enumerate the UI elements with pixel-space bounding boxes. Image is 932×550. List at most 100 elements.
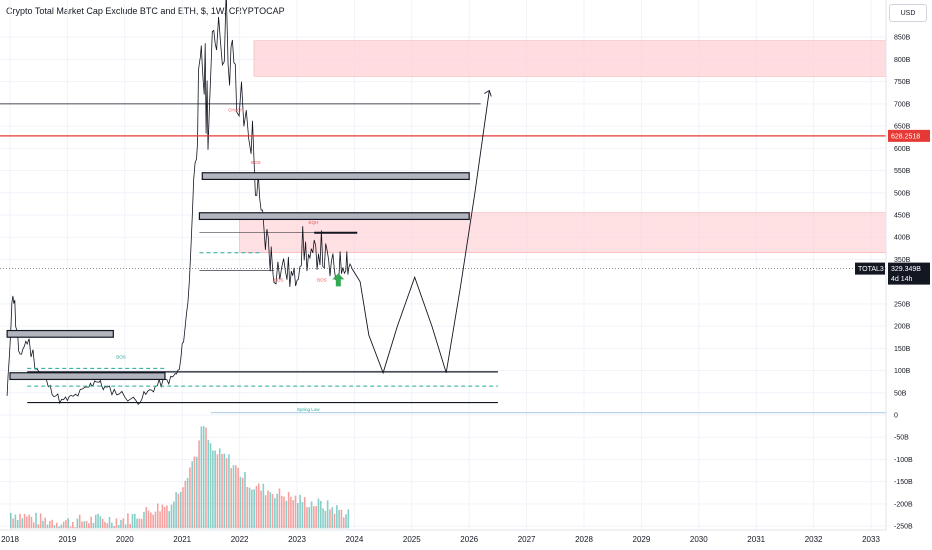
volume-bar bbox=[241, 477, 244, 529]
volume-bar bbox=[246, 486, 249, 529]
volume-bar bbox=[326, 500, 329, 529]
drawings: Spring Low BOS CHoCH BOS EQH BOS BOS bbox=[0, 89, 886, 414]
volume-bar bbox=[62, 521, 65, 529]
volume-bar bbox=[161, 504, 164, 529]
chart-annotation: BOS bbox=[116, 355, 126, 360]
volume-bar bbox=[209, 443, 212, 529]
y-tick-label: 200B bbox=[894, 324, 911, 331]
y-tick-label: -150B bbox=[894, 479, 913, 486]
volume-bar bbox=[42, 520, 44, 529]
volume-bar bbox=[39, 513, 42, 529]
volume-bar bbox=[260, 490, 262, 529]
volume-bar bbox=[35, 512, 37, 529]
volume-bar bbox=[336, 505, 338, 529]
volume-bar bbox=[46, 524, 49, 529]
y-tick-label: 500B bbox=[894, 190, 911, 197]
volume-bar bbox=[138, 518, 141, 529]
y-tick-label: 550B bbox=[894, 168, 911, 175]
volume-bar bbox=[78, 514, 81, 529]
volume-bar bbox=[205, 427, 207, 529]
volume-bars bbox=[10, 426, 350, 529]
volume-bar bbox=[32, 522, 35, 529]
x-tick-label: 2021 bbox=[173, 535, 191, 544]
volume-bar bbox=[44, 517, 47, 529]
x-tick-label: 2026 bbox=[460, 535, 478, 544]
volume-bar bbox=[147, 510, 150, 529]
x-tick-label: 2022 bbox=[231, 535, 249, 544]
level-tag: 628.2518 bbox=[891, 133, 920, 140]
price-axis[interactable]: 850B 800B 750B 700B 650B 600B 550B 500B 450B 400B… bbox=[885, 0, 913, 531]
volume-bar bbox=[280, 495, 283, 529]
y-tick-label: 350B bbox=[894, 257, 911, 264]
volume-bar bbox=[221, 453, 223, 529]
volume-bar bbox=[19, 513, 21, 529]
volume-bar bbox=[163, 506, 166, 529]
time-axis[interactable]: 2018 2019 2020 2021 2022 2023 2024 2025 2026 2027… bbox=[0, 529, 886, 544]
x-tick-label: 2033 bbox=[862, 535, 880, 544]
volume-bar bbox=[179, 491, 182, 529]
volume-bar bbox=[218, 448, 221, 529]
volume-bar bbox=[115, 518, 118, 529]
x-tick-label: 2025 bbox=[403, 535, 421, 544]
y-tick-label: -200B bbox=[894, 501, 913, 508]
volume-bar bbox=[294, 495, 297, 529]
volume-bar bbox=[104, 521, 106, 529]
volume-bar bbox=[306, 507, 308, 529]
volume-bar bbox=[345, 514, 347, 529]
volume-bar bbox=[331, 507, 334, 529]
currency-button[interactable]: USD bbox=[889, 4, 927, 22]
volume-bar bbox=[189, 467, 191, 529]
volume-bar bbox=[198, 440, 200, 529]
chart-annotation: BOS bbox=[317, 278, 327, 283]
volume-bar bbox=[81, 521, 83, 529]
volume-bar bbox=[30, 516, 33, 529]
volume-bar bbox=[322, 508, 324, 529]
volume-bar bbox=[290, 496, 292, 529]
green-up-arrow bbox=[332, 273, 345, 287]
y-tick-label: 450B bbox=[894, 212, 911, 219]
volume-bar bbox=[214, 450, 216, 529]
volume-bar bbox=[269, 492, 272, 529]
price-tags: 628.2518 TOTAL3 329.349B 4d 14h bbox=[855, 129, 930, 285]
volume-bar bbox=[239, 476, 242, 529]
symbol-tag: TOTAL3 bbox=[858, 266, 884, 273]
x-tick-label: 2031 bbox=[747, 535, 765, 544]
volume-bar bbox=[28, 514, 30, 529]
volume-bar bbox=[287, 491, 290, 529]
volume-bar bbox=[297, 503, 299, 529]
y-tick-label: 0 bbox=[894, 413, 898, 420]
volume-bar bbox=[271, 493, 274, 529]
volume-bar bbox=[124, 524, 127, 529]
volume-bar bbox=[308, 507, 311, 529]
volume-bar bbox=[248, 487, 251, 529]
volume-bar bbox=[94, 514, 97, 529]
volume-bar bbox=[313, 506, 315, 529]
volume-bar bbox=[230, 468, 233, 529]
volume-bar bbox=[173, 501, 175, 529]
volume-bar bbox=[23, 513, 26, 529]
x-tick-label: 2018 bbox=[1, 535, 19, 544]
y-tick-label: 250B bbox=[894, 301, 911, 308]
volume-bar bbox=[83, 521, 86, 529]
chart-annotation: EQH bbox=[308, 220, 318, 225]
volume-bar bbox=[264, 495, 267, 529]
volume-bar bbox=[14, 514, 17, 529]
volume-bar bbox=[347, 509, 350, 529]
volume-bar bbox=[122, 518, 125, 529]
volume-bar bbox=[37, 524, 40, 529]
x-tick-label: 2030 bbox=[690, 535, 708, 544]
volume-bar bbox=[108, 516, 111, 529]
price-series bbox=[6, 0, 353, 405]
x-tick-label: 2023 bbox=[288, 535, 306, 544]
volume-bar bbox=[303, 497, 306, 529]
chart-annotation: BOS bbox=[274, 278, 284, 283]
volume-bar bbox=[16, 520, 19, 529]
y-tick-label: 150B bbox=[894, 346, 911, 353]
volume-bar bbox=[99, 516, 102, 529]
volume-bar bbox=[276, 493, 278, 529]
volume-bar bbox=[333, 513, 336, 529]
volume-bar bbox=[283, 496, 285, 529]
volume-bar bbox=[21, 518, 24, 529]
volume-bar bbox=[152, 514, 154, 529]
